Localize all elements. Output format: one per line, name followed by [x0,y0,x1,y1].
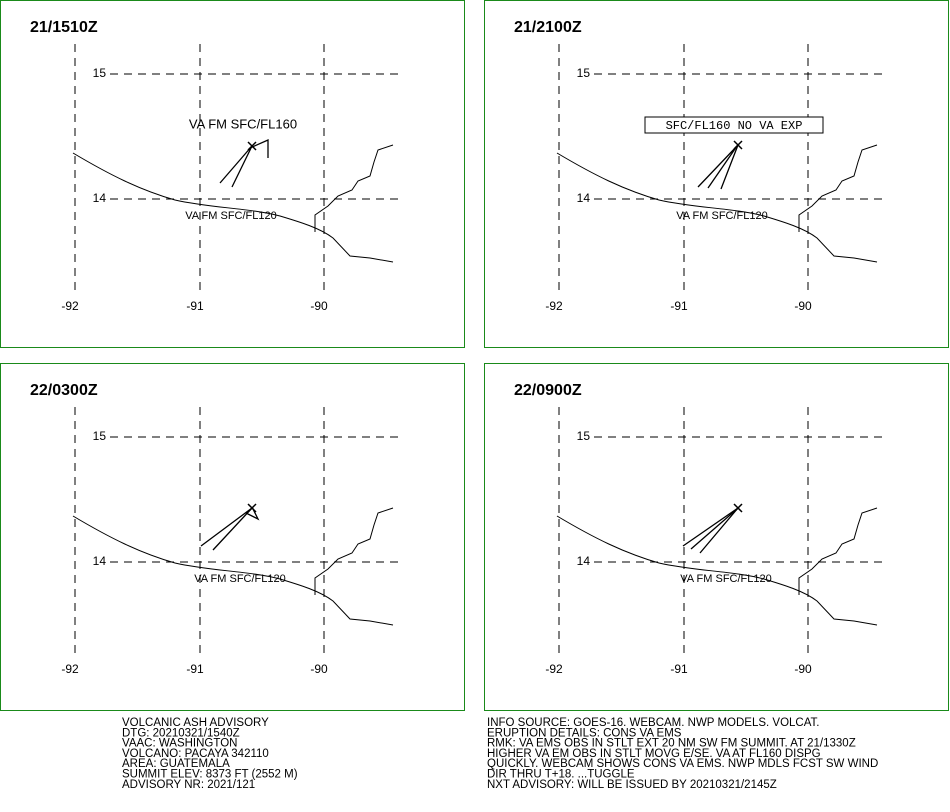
ash-area [697,144,739,190]
advisory-line: HIGHER VA EM OBS IN STLT MOVG E/SE. VA A… [487,748,821,760]
advisory-line: QUICKLY. WEBCAM SHOWS CONS VA EMS. NWP M… [487,758,878,770]
lon-label: -92 [61,299,79,313]
lat-label: 15 [93,66,107,80]
lon-label: -92 [545,299,563,313]
lat-label: 15 [577,66,591,80]
lon-label: -92 [61,662,79,676]
ash-label: VA FM SFC/FL120 [194,573,286,585]
advisory-line: VOLCANIC ASH ADVISORY [122,717,269,729]
coastline [72,515,394,626]
advisory-line: RMK: VA EMS OBS IN STLT EXT 20 NM SW FM … [487,738,856,750]
lat-label: 14 [577,554,591,568]
advisory-line: NXT ADVISORY: WILL BE ISSUED BY 20210321… [487,779,777,791]
panel-border [0,363,465,711]
lon-label: -90 [794,299,812,313]
coastline [314,507,394,595]
map-panel: 15 14 -92 -91 -90 22/0900Z VA FM SFC/FL120 [484,363,949,711]
advisory-line: VOLCANO: PACAYA 342110 [122,748,269,760]
advisory-line: DTG: 20210321/1540Z [122,727,240,739]
ash-area [249,138,269,158]
ash-area [219,145,253,188]
lon-label: -90 [310,662,328,676]
lat-label: 14 [93,191,107,205]
volcano-marker [247,141,257,151]
map-panel: 15 14 -92 -91 -90 21/2100Z SFC/FL160 NO VA EXP… [484,0,949,348]
map-panel: 15 14 -92 -91 -90 22/0300Z VA FM SFC/FL120 [0,363,465,711]
advisory-line: SUMMIT ELEV: 8373 FT (2552 M) [122,769,298,781]
ash-area [200,507,253,551]
advisory-line: ADVISORY NR: 2021/121 [122,779,255,791]
lat-label: 15 [577,429,591,443]
ash-label: SFC/FL160 NO VA EXP [666,119,803,133]
panel-border [484,0,949,348]
lon-label: -91 [670,662,688,676]
map-panel: 15 14 -92 -91 -90 21/1510Z VA FM SFC/FL160 VA F… [0,0,465,348]
advisory-line: VAAC: WASHINGTON [122,738,237,750]
ash-area [690,508,738,550]
panel-border [0,0,465,348]
lon-label: -91 [186,299,204,313]
lon-label: -92 [545,662,563,676]
ash-label: VA FM SFC/FL160 [189,116,297,131]
coastline [72,152,394,263]
ash-label: VA FM SFC/FL120 [185,210,277,222]
advisory-line: INFO SOURCE: GOES-16. WEBCAM. NWP MODELS… [487,717,820,729]
lon-label: -90 [794,662,812,676]
panel-border [484,363,949,711]
valid-time: 22/0300Z [30,382,98,399]
volcano-marker [247,503,257,513]
coastline [314,144,394,232]
valid-time: 22/0900Z [514,382,582,399]
advisory-line: ERUPTION DETAILS: CONS VA EMS [487,727,682,739]
advisory-line: DIR THRU T+18. ...TUGGLE [487,769,635,781]
valid-time: 21/1510Z [30,19,98,36]
lat-label: 15 [93,429,107,443]
lon-label: -90 [310,299,328,313]
volcano-marker [733,140,743,150]
lon-label: -91 [186,662,204,676]
coastline [798,144,878,232]
lat-label: 14 [577,191,591,205]
ash-area [707,145,738,189]
lat-label: 14 [93,554,107,568]
coastline [556,515,878,626]
coastline [798,507,878,595]
ash-label: VA FM SFC/FL120 [680,573,772,585]
label-box [644,116,824,134]
volcano-marker [733,503,743,513]
lon-label: -91 [670,299,688,313]
advisory-line: AREA: GUATEMALA [122,758,230,770]
coastline [556,152,878,263]
valid-time: 21/2100Z [514,19,582,36]
ash-label: VA FM SFC/FL120 [676,210,768,222]
